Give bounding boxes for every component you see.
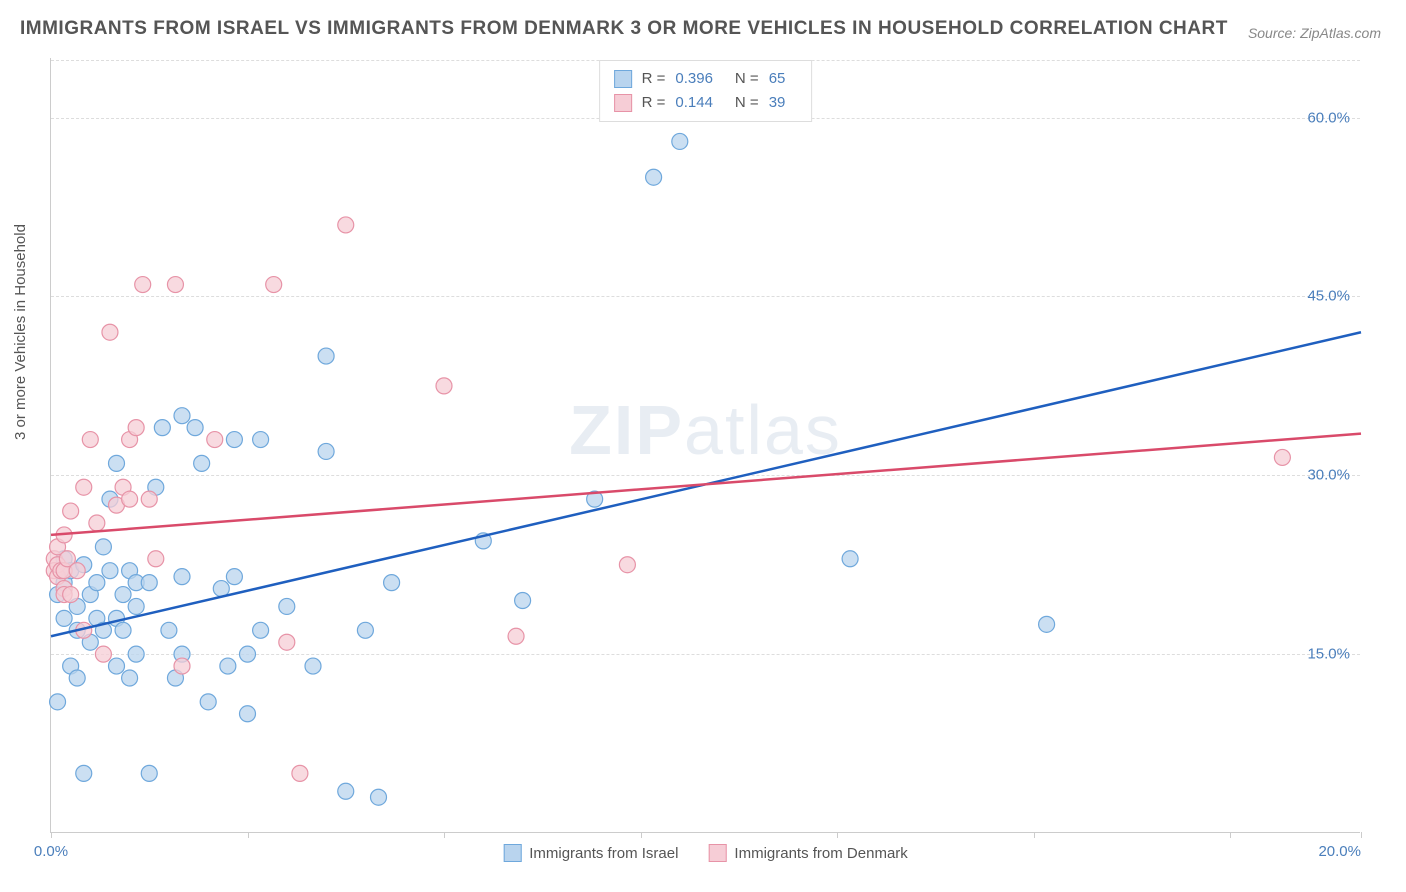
plot-area: ZIPatlas 15.0%30.0%45.0%60.0% 0.0%20.0% … [50,58,1360,833]
scatter-point-israel [56,610,72,626]
r-label: R = [642,67,666,91]
n-label: N = [735,67,759,91]
scatter-point-israel [89,575,105,591]
scatter-point-denmark [89,515,105,531]
scatter-svg [51,58,1360,832]
scatter-point-israel [115,622,131,638]
scatter-point-israel [122,670,138,686]
scatter-point-israel [174,408,190,424]
swatch-israel [614,70,632,88]
scatter-point-denmark [174,658,190,674]
scatter-point-israel [240,646,256,662]
scatter-point-israel [515,593,531,609]
scatter-point-israel [646,169,662,185]
n-value-2: 39 [769,91,786,115]
scatter-point-israel [115,587,131,603]
scatter-point-israel [357,622,373,638]
scatter-point-israel [69,670,85,686]
scatter-point-denmark [207,432,223,448]
scatter-point-israel [109,658,125,674]
scatter-point-israel [253,432,269,448]
legend-bottom: Immigrants from Israel Immigrants from D… [503,844,908,862]
r-label: R = [642,91,666,115]
scatter-point-denmark [266,277,282,293]
chart-title: IMMIGRANTS FROM ISRAEL VS IMMIGRANTS FRO… [20,18,1228,40]
x-tick-label: 20.0% [1318,843,1361,860]
scatter-point-denmark [95,646,111,662]
scatter-point-israel [305,658,321,674]
r-value-1: 0.396 [675,67,713,91]
scatter-point-israel [226,569,242,585]
scatter-point-israel [384,575,400,591]
legend-label-israel: Immigrants from Israel [529,845,678,862]
scatter-point-denmark [1274,449,1290,465]
scatter-point-denmark [69,563,85,579]
scatter-point-israel [102,563,118,579]
scatter-point-denmark [508,628,524,644]
legend-label-denmark: Immigrants from Denmark [734,845,907,862]
scatter-point-israel [200,694,216,710]
scatter-point-israel [187,420,203,436]
scatter-point-israel [141,765,157,781]
scatter-point-israel [109,455,125,471]
scatter-point-israel [50,694,66,710]
scatter-point-denmark [436,378,452,394]
stats-legend-box: R = 0.396 N = 65 R = 0.144 N = 39 [599,60,813,122]
scatter-point-israel [371,789,387,805]
y-axis-label: 3 or more Vehicles in Household [12,224,29,440]
scatter-point-israel [253,622,269,638]
scatter-point-israel [161,622,177,638]
scatter-point-israel [194,455,210,471]
scatter-point-israel [842,551,858,567]
scatter-point-denmark [135,277,151,293]
scatter-point-israel [76,765,92,781]
n-value-1: 65 [769,67,786,91]
scatter-point-israel [174,569,190,585]
legend-item-israel: Immigrants from Israel [503,844,678,862]
scatter-point-denmark [148,551,164,567]
scatter-point-israel [220,658,236,674]
trendline-denmark [51,434,1361,535]
n-label: N = [735,91,759,115]
scatter-point-denmark [338,217,354,233]
scatter-point-israel [128,646,144,662]
scatter-point-denmark [102,324,118,340]
x-tick-label: 0.0% [34,843,68,860]
scatter-point-denmark [63,587,79,603]
scatter-point-denmark [279,634,295,650]
r-value-2: 0.144 [675,91,713,115]
scatter-point-denmark [76,479,92,495]
scatter-point-denmark [82,432,98,448]
scatter-point-denmark [141,491,157,507]
stats-row-2: R = 0.144 N = 39 [614,91,798,115]
stats-row-1: R = 0.396 N = 65 [614,67,798,91]
source-attribution: Source: ZipAtlas.com [1248,25,1381,41]
legend-item-denmark: Immigrants from Denmark [708,844,907,862]
scatter-point-denmark [292,765,308,781]
legend-swatch-israel [503,844,521,862]
scatter-point-israel [128,598,144,614]
scatter-point-israel [240,706,256,722]
scatter-point-israel [154,420,170,436]
scatter-point-denmark [167,277,183,293]
scatter-point-denmark [619,557,635,573]
scatter-point-israel [1039,616,1055,632]
scatter-point-israel [95,539,111,555]
scatter-point-denmark [122,491,138,507]
swatch-denmark [614,94,632,112]
scatter-point-israel [279,598,295,614]
scatter-point-israel [141,575,157,591]
legend-swatch-denmark [708,844,726,862]
scatter-point-israel [318,348,334,364]
scatter-point-israel [338,783,354,799]
scatter-point-israel [226,432,242,448]
scatter-point-israel [318,443,334,459]
scatter-point-denmark [63,503,79,519]
scatter-point-denmark [128,420,144,436]
scatter-point-israel [672,133,688,149]
